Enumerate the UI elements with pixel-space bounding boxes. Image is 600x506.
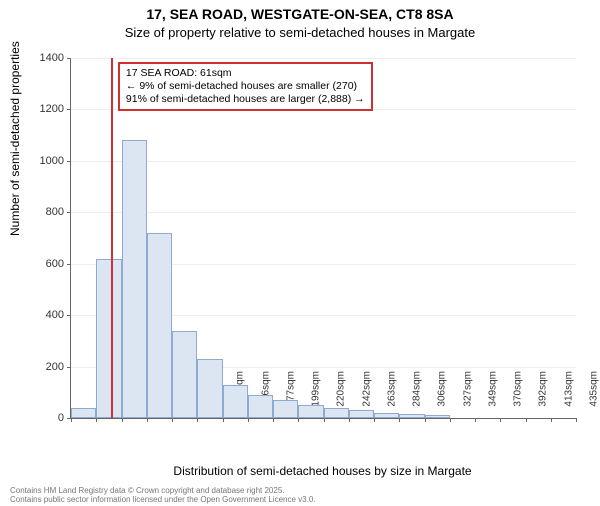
histogram-bar [122,140,147,418]
histogram-bar [425,415,450,418]
annotation-line: 17 SEA ROAD: 61sqm [126,67,365,80]
chart-title: 17, SEA ROAD, WESTGATE-ON-SEA, CT8 8SA [0,6,600,23]
y-tick-label: 1400 [40,52,64,64]
plot-area: 17 SEA ROAD: 61sqm← 9% of semi-detached … [70,58,576,419]
footer-attribution: Contains HM Land Registry data © Crown c… [10,486,316,504]
y-tick-label: 1200 [40,103,64,115]
x-axis-label: Distribution of semi-detached houses by … [70,464,575,478]
histogram-bar [147,233,172,418]
histogram-bar [96,259,121,418]
y-tick-label: 800 [46,206,64,218]
histogram-bar [298,405,323,418]
histogram-bar [399,414,424,418]
histogram-bars [71,58,576,418]
annotation-line: ← 9% of semi-detached houses are smaller… [126,80,365,93]
histogram-bar [273,400,298,418]
annotation-line: 91% of semi-detached houses are larger (… [126,93,365,106]
chart-container: 17, SEA ROAD, WESTGATE-ON-SEA, CT8 8SA S… [0,6,600,506]
histogram-bar [324,408,349,418]
y-axis-label: Number of semi-detached properties [8,41,22,236]
annotation-box: 17 SEA ROAD: 61sqm← 9% of semi-detached … [118,62,373,111]
histogram-bar [374,413,399,418]
y-tick-label: 1000 [40,155,64,167]
y-tick-label: 600 [46,258,64,270]
y-tick-label: 400 [46,309,64,321]
footer-line-2: Contains public sector information licen… [10,495,316,504]
histogram-bar [349,410,374,418]
histogram-bar [223,385,248,418]
histogram-bar [71,408,96,418]
reference-line [111,58,113,418]
histogram-bar [248,395,273,418]
histogram-bar [172,331,197,418]
y-tick-label: 200 [46,361,64,373]
histogram-bar [197,359,222,418]
chart-subtitle: Size of property relative to semi-detach… [0,25,600,41]
footer-line-1: Contains HM Land Registry data © Crown c… [10,486,316,495]
y-tick-label: 0 [58,412,64,424]
x-tick-label: 435sqm [588,371,599,407]
